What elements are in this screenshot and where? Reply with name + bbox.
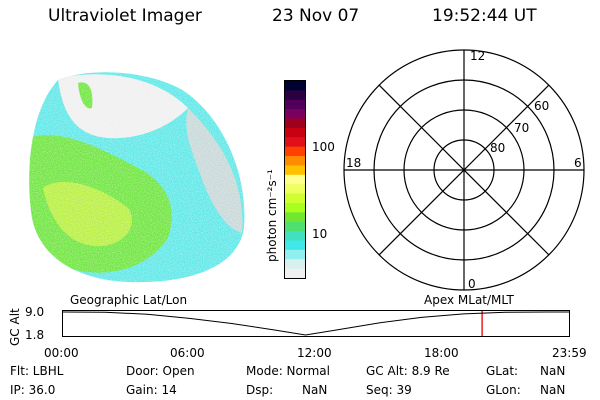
x-tick-0: 00:00 <box>44 346 79 360</box>
timeline-frame <box>62 310 570 337</box>
filter-info: Flt: LBHL <box>10 364 64 378</box>
colorbar-swatch <box>285 156 305 167</box>
colorbar-swatch <box>285 212 305 223</box>
colorbar-swatch <box>285 240 305 251</box>
polar-ring-label-60: 60 <box>534 99 549 113</box>
dsp-label: Dsp: <box>246 383 274 397</box>
y-axis-label: GC Alt <box>8 308 22 346</box>
glat-label: GLat: <box>486 364 519 378</box>
glon-value: NaN <box>540 383 566 397</box>
y-tick-bottom: 1.8 <box>25 328 45 342</box>
timeline-series-line <box>62 311 569 336</box>
colorbar-swatch <box>285 174 305 185</box>
door-info: Door: Open <box>126 364 195 378</box>
app-title: Ultraviolet Imager <box>48 6 202 26</box>
colorbar-swatch <box>285 127 305 138</box>
seq-info: Seq: 39 <box>366 383 412 397</box>
left-coords-label: Geographic Lat/Lon <box>70 293 188 307</box>
colorbar-swatch <box>285 165 305 176</box>
colorbar-swatch <box>285 81 305 91</box>
colorbar <box>284 80 306 279</box>
x-tick-2: 12:00 <box>297 346 332 360</box>
x-tick-3: 18:00 <box>424 346 459 360</box>
polar-label-top: 12 <box>470 49 485 63</box>
polar-grid: 12 18 6 0 60 70 80 <box>343 49 585 291</box>
mode-info: Mode: Normal <box>246 364 330 378</box>
colorbar-tick-100: 100 <box>312 140 335 154</box>
colorbar-swatch <box>285 249 305 260</box>
x-tick-4: 23:59 <box>552 346 587 360</box>
glat-value: NaN <box>540 364 566 378</box>
colorbar-swatch <box>285 231 305 242</box>
gain-info: Gain: 14 <box>126 383 177 397</box>
colorbar-swatch <box>285 268 305 279</box>
colorbar-gradient <box>285 81 305 279</box>
colorbar-swatch <box>285 259 305 270</box>
polar-label-left: 18 <box>346 156 361 170</box>
dsp-value: NaN <box>302 383 328 397</box>
colorbar-swatch <box>285 146 305 157</box>
auroral-image <box>29 72 245 283</box>
polar-label-right: 6 <box>574 156 582 170</box>
polar-label-bottom: 0 <box>468 277 476 291</box>
y-tick-top: 9.0 <box>25 305 45 319</box>
right-coords-label: Apex MLat/MLT <box>424 293 514 307</box>
polar-ring-label-70: 70 <box>514 121 529 135</box>
colorbar-swatch <box>285 184 305 195</box>
image-noise <box>29 72 245 283</box>
date-label: 23 Nov 07 <box>272 6 360 26</box>
colorbar-swatch <box>285 193 305 204</box>
glon-label: GLon: <box>486 383 521 397</box>
x-tick-1: 06:00 <box>170 346 205 360</box>
gc-alt-info: GC Alt: 8.9 Re <box>366 364 450 378</box>
timeline-plot <box>62 310 570 337</box>
polar-ring-label-80: 80 <box>490 141 505 155</box>
colorbar-swatch <box>285 90 305 101</box>
colorbar-swatch <box>285 109 305 120</box>
polar-diagonal-2 <box>378 84 550 256</box>
colorbar-swatch <box>285 137 305 148</box>
colorbar-frame <box>284 80 306 279</box>
colorbar-swatch <box>285 118 305 129</box>
colorbar-swatch <box>285 99 305 110</box>
colorbar-swatch <box>285 202 305 213</box>
colorbar-swatch <box>285 221 305 232</box>
ip-info: IP: 36.0 <box>10 383 56 397</box>
time-label: 19:52:44 UT <box>432 6 537 26</box>
colorbar-tick-10: 10 <box>312 227 328 241</box>
colorbar-label: photon cm⁻²s⁻¹ <box>265 169 279 262</box>
